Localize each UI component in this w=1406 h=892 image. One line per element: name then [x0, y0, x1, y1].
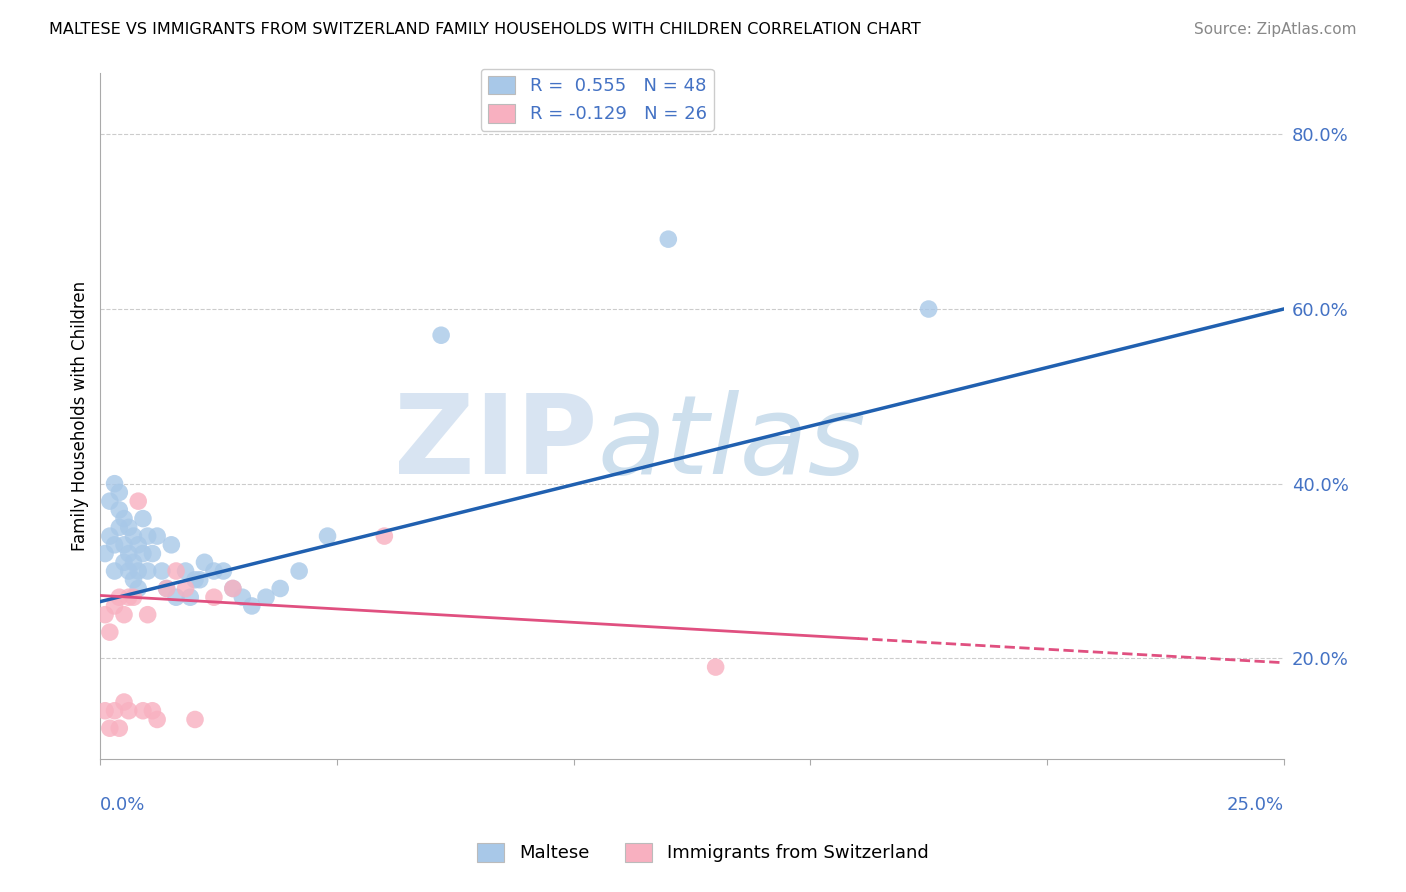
Point	[193, 555, 215, 569]
Point	[118, 520, 141, 534]
Point	[118, 704, 141, 718]
Point	[202, 564, 225, 578]
Point	[132, 511, 155, 525]
Point	[146, 529, 169, 543]
Point	[112, 511, 135, 525]
Text: Source: ZipAtlas.com: Source: ZipAtlas.com	[1194, 22, 1357, 37]
Point	[288, 564, 311, 578]
Point	[103, 704, 125, 718]
Point	[103, 564, 125, 578]
Point	[108, 520, 131, 534]
Point	[184, 573, 207, 587]
Point	[156, 582, 179, 596]
Point	[222, 582, 245, 596]
Point	[917, 301, 939, 316]
Text: 25.0%: 25.0%	[1226, 797, 1284, 814]
Point	[127, 494, 149, 508]
Point	[146, 713, 169, 727]
Point	[136, 607, 159, 622]
Point	[373, 529, 395, 543]
Text: ZIP: ZIP	[394, 390, 598, 497]
Point	[174, 582, 197, 596]
Point	[156, 582, 179, 596]
Point	[179, 591, 201, 605]
Point	[127, 582, 149, 596]
Point	[240, 599, 263, 613]
Point	[108, 591, 131, 605]
Point	[108, 721, 131, 735]
Point	[122, 555, 145, 569]
Point	[150, 564, 173, 578]
Point	[132, 704, 155, 718]
Point	[98, 625, 121, 640]
Point	[430, 328, 453, 343]
Point	[165, 591, 187, 605]
Point	[103, 599, 125, 613]
Point	[118, 564, 141, 578]
Point	[132, 547, 155, 561]
Point	[231, 591, 253, 605]
Point	[165, 564, 187, 578]
Point	[112, 538, 135, 552]
Point	[127, 538, 149, 552]
Point	[127, 564, 149, 578]
Point	[103, 538, 125, 552]
Point	[118, 591, 141, 605]
Point	[98, 721, 121, 735]
Point	[160, 538, 183, 552]
Point	[316, 529, 339, 543]
Point	[141, 704, 163, 718]
Point	[94, 607, 117, 622]
Text: MALTESE VS IMMIGRANTS FROM SWITZERLAND FAMILY HOUSEHOLDS WITH CHILDREN CORRELATI: MALTESE VS IMMIGRANTS FROM SWITZERLAND F…	[49, 22, 921, 37]
Point	[122, 591, 145, 605]
Text: 0.0%: 0.0%	[100, 797, 146, 814]
Point	[122, 529, 145, 543]
Point	[657, 232, 679, 246]
Point	[254, 591, 277, 605]
Point	[136, 529, 159, 543]
Point	[118, 547, 141, 561]
Point	[98, 494, 121, 508]
Point	[98, 529, 121, 543]
Point	[141, 547, 163, 561]
Point	[269, 582, 291, 596]
Point	[94, 547, 117, 561]
Point	[222, 582, 245, 596]
Point	[188, 573, 211, 587]
Legend: Maltese, Immigrants from Switzerland: Maltese, Immigrants from Switzerland	[470, 836, 936, 870]
Y-axis label: Family Households with Children: Family Households with Children	[72, 281, 89, 551]
Point	[202, 591, 225, 605]
Point	[112, 555, 135, 569]
Point	[103, 476, 125, 491]
Legend: R =  0.555   N = 48, R = -0.129   N = 26: R = 0.555 N = 48, R = -0.129 N = 26	[481, 69, 714, 131]
Point	[112, 695, 135, 709]
Point	[108, 503, 131, 517]
Point	[94, 704, 117, 718]
Text: atlas: atlas	[598, 390, 866, 497]
Point	[122, 573, 145, 587]
Point	[174, 564, 197, 578]
Point	[136, 564, 159, 578]
Point	[212, 564, 235, 578]
Point	[184, 713, 207, 727]
Point	[108, 485, 131, 500]
Point	[704, 660, 727, 674]
Point	[112, 607, 135, 622]
